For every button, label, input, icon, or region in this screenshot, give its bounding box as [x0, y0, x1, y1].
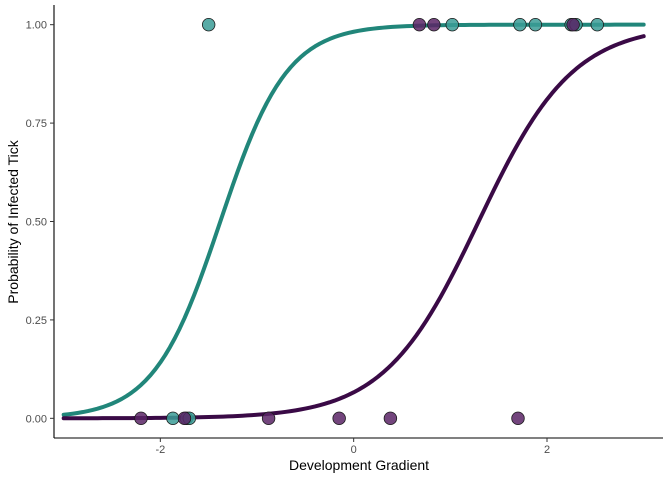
data-point-series-2	[566, 17, 580, 32]
data-point-series-1	[528, 17, 543, 32]
data-point-series-1	[166, 411, 180, 426]
fitted-curves	[61, 22, 646, 421]
data-point-series-2	[134, 411, 148, 426]
data-point-series-1	[513, 17, 527, 32]
data-point-series-1	[445, 17, 459, 32]
fitted-curve-1	[61, 22, 646, 417]
y-tick-label: 0.50	[26, 217, 47, 229]
y-tick-label: 0.25	[26, 315, 47, 327]
data-point-series-1	[201, 17, 216, 32]
x-tick-label: 0	[351, 444, 357, 456]
data-point-series-2	[332, 411, 346, 426]
y-tick-label: 0.75	[26, 118, 47, 130]
y-tick-label: 1.00	[26, 20, 47, 32]
data-point-series-2	[177, 411, 192, 426]
data-point-series-2	[412, 17, 427, 32]
data-point-series-2	[427, 17, 441, 32]
data-point-series-2	[261, 411, 276, 426]
y-axis-title: Probability of Infected Tick	[5, 139, 21, 303]
data-point-series-1	[590, 17, 604, 32]
data-points	[134, 17, 604, 426]
data-point-series-2	[511, 411, 525, 426]
fitted-curve-2	[61, 34, 646, 421]
x-tick-label: 2	[544, 444, 550, 456]
y-tick-label: 0.00	[26, 413, 47, 425]
data-point-series-2	[383, 411, 398, 426]
axes: -2 0 2 0.00 0.25 0.50 0.75 1.00	[26, 5, 663, 456]
x-tick-label: -2	[155, 444, 165, 456]
x-axis-title: Development Gradient	[289, 457, 429, 473]
